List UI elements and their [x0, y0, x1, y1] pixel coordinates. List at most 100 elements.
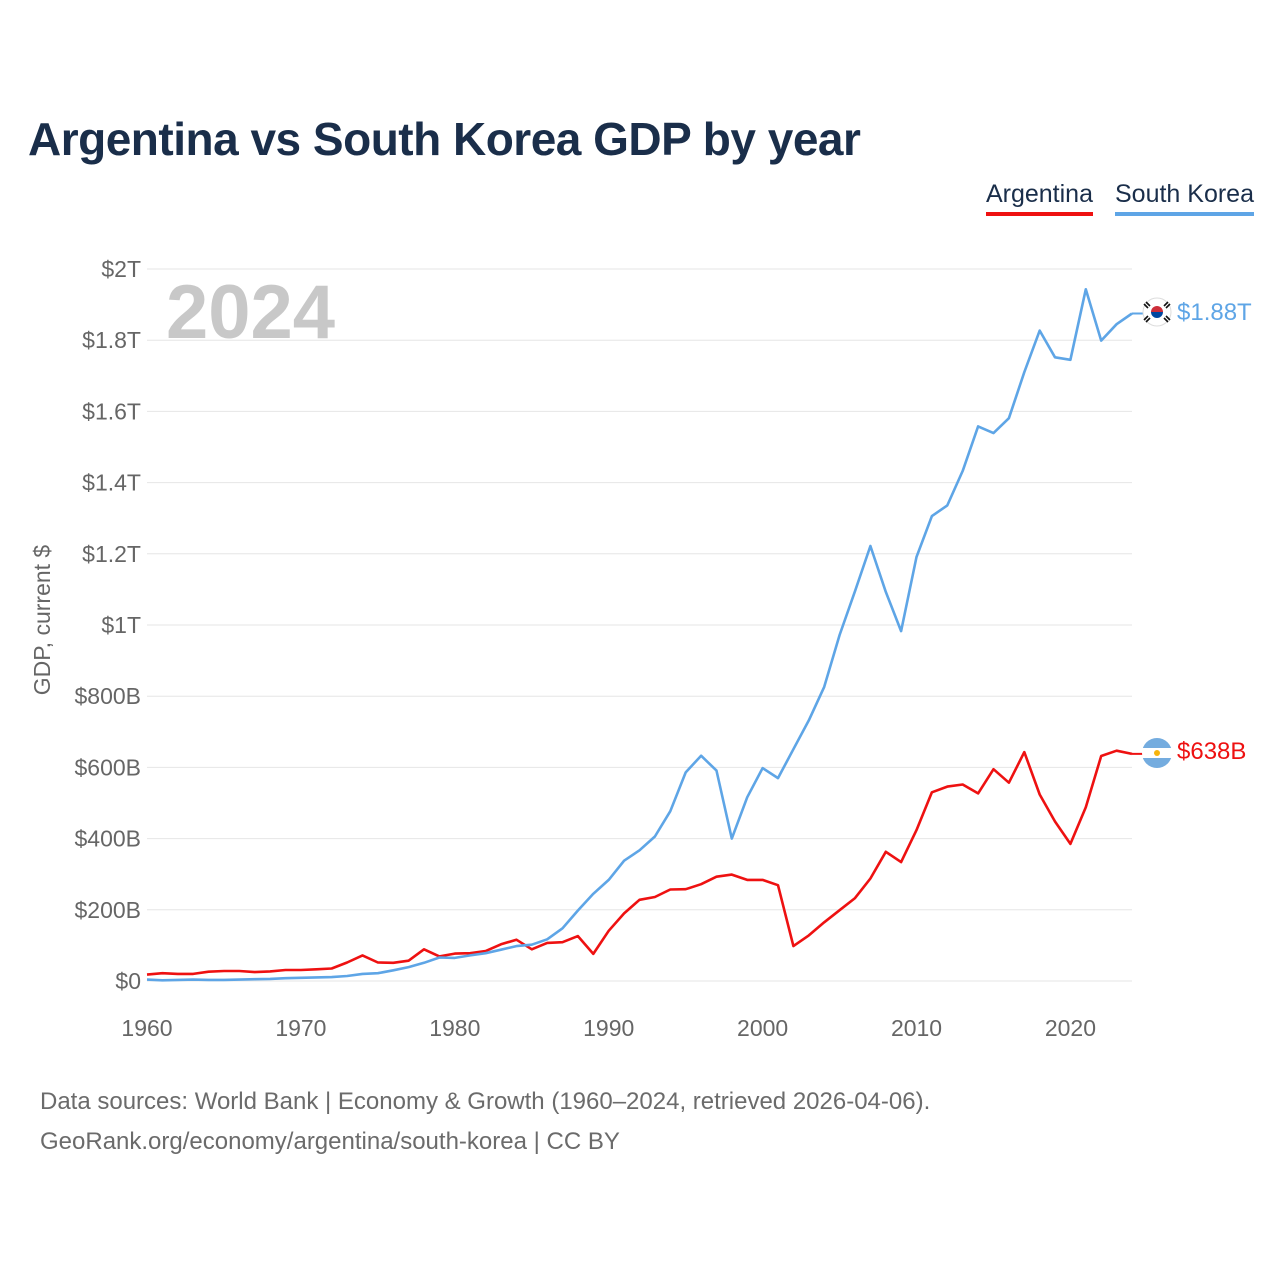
data-point	[468, 953, 472, 957]
data-point	[1115, 322, 1119, 326]
current-year-label: 2024	[166, 270, 335, 355]
y-axis: $0 $200B $400B $600B $800B $1T $1.2T $1.4T $1.6T…	[74, 256, 141, 994]
data-point	[822, 920, 826, 924]
data-point	[176, 972, 180, 976]
data-point	[1099, 754, 1103, 758]
data-point	[822, 685, 826, 689]
data-point	[207, 970, 211, 974]
data-point	[145, 973, 149, 977]
data-point	[561, 940, 565, 944]
data-point	[545, 941, 549, 945]
data-point	[915, 555, 919, 559]
data-point	[638, 898, 642, 902]
legend-item-south-korea[interactable]: South Korea	[1115, 180, 1254, 216]
data-point	[638, 848, 642, 852]
data-point	[191, 972, 195, 976]
data-point	[391, 968, 395, 972]
data-point	[561, 926, 565, 930]
data-point	[714, 875, 718, 879]
data-point	[899, 629, 903, 633]
data-point	[930, 790, 934, 794]
data-point	[530, 947, 534, 951]
data-point	[1084, 287, 1088, 291]
data-point	[668, 809, 672, 813]
data-point	[191, 978, 195, 982]
data-point	[330, 975, 334, 979]
data-point	[684, 887, 688, 891]
data-point	[699, 754, 703, 758]
grid-lines	[147, 268, 1132, 982]
south-korea-flag-icon	[1142, 297, 1172, 327]
y-tick-label: $1.8T	[82, 327, 141, 353]
y-axis-title: GDP, current $	[29, 545, 55, 696]
data-point	[407, 965, 411, 969]
data-point	[607, 929, 611, 933]
data-point	[1038, 329, 1042, 333]
data-point	[253, 970, 257, 974]
data-point	[761, 878, 765, 882]
data-point	[453, 952, 457, 956]
data-point	[268, 977, 272, 981]
data-point	[530, 943, 534, 947]
data-point	[360, 972, 364, 976]
data-point	[838, 633, 842, 637]
data-point	[915, 828, 919, 832]
data-point	[514, 944, 518, 948]
data-point	[776, 776, 780, 780]
data-point	[730, 837, 734, 841]
data-point	[345, 974, 349, 978]
data-point	[653, 834, 657, 838]
data-point	[791, 747, 795, 751]
data-point	[314, 967, 318, 971]
chart-title: Argentina vs South Korea GDP by year	[28, 113, 861, 165]
data-point	[545, 937, 549, 941]
data-point	[1038, 792, 1042, 796]
data-point	[484, 951, 488, 955]
data-point	[437, 956, 441, 960]
data-point	[699, 882, 703, 886]
y-tick-label: $1.4T	[82, 470, 141, 496]
series-line-argentina[interactable]	[146, 749, 1133, 976]
data-point	[607, 878, 611, 882]
end-markers: $1.88T $638B	[1142, 297, 1252, 768]
data-point	[1007, 781, 1011, 785]
data-point	[376, 971, 380, 975]
argentina-end-value: $638B	[1177, 738, 1246, 765]
y-tick-label: $1.2T	[82, 541, 141, 567]
series	[145, 287, 1143, 982]
data-point	[776, 883, 780, 887]
source-line: Data sources: World Bank | Economy & Gro…	[40, 1088, 931, 1115]
data-point	[868, 876, 872, 880]
data-point	[284, 976, 288, 980]
data-point	[591, 892, 595, 896]
source-link[interactable]: GeoRank.org/economy/argentina/south-kore…	[40, 1128, 620, 1155]
y-tick-label: $600B	[74, 754, 141, 780]
data-point	[745, 795, 749, 799]
data-point	[884, 850, 888, 854]
data-point	[422, 961, 426, 965]
data-point	[622, 859, 626, 863]
line-chart: 2024 $0 $200B $400B $600B $800B $1T $1.2T $1.4T…	[29, 256, 1252, 1041]
data-point	[807, 933, 811, 937]
data-point	[514, 938, 518, 942]
legend-item-argentina[interactable]: Argentina	[985, 180, 1093, 216]
data-point	[945, 503, 949, 507]
data-point	[1068, 842, 1072, 846]
data-point	[407, 959, 411, 963]
data-point	[576, 934, 580, 938]
data-point	[1084, 805, 1088, 809]
data-point	[268, 969, 272, 973]
x-tick-label: 2010	[891, 1015, 942, 1041]
data-point	[1007, 416, 1011, 420]
data-point	[1022, 750, 1026, 754]
data-point	[422, 947, 426, 951]
data-point	[899, 860, 903, 864]
data-point	[222, 978, 226, 982]
data-point	[453, 956, 457, 960]
data-point	[284, 968, 288, 972]
data-point	[730, 873, 734, 877]
series-line-south-korea[interactable]	[146, 287, 1133, 982]
data-point	[253, 977, 257, 981]
data-point	[930, 514, 934, 518]
data-point	[976, 791, 980, 795]
